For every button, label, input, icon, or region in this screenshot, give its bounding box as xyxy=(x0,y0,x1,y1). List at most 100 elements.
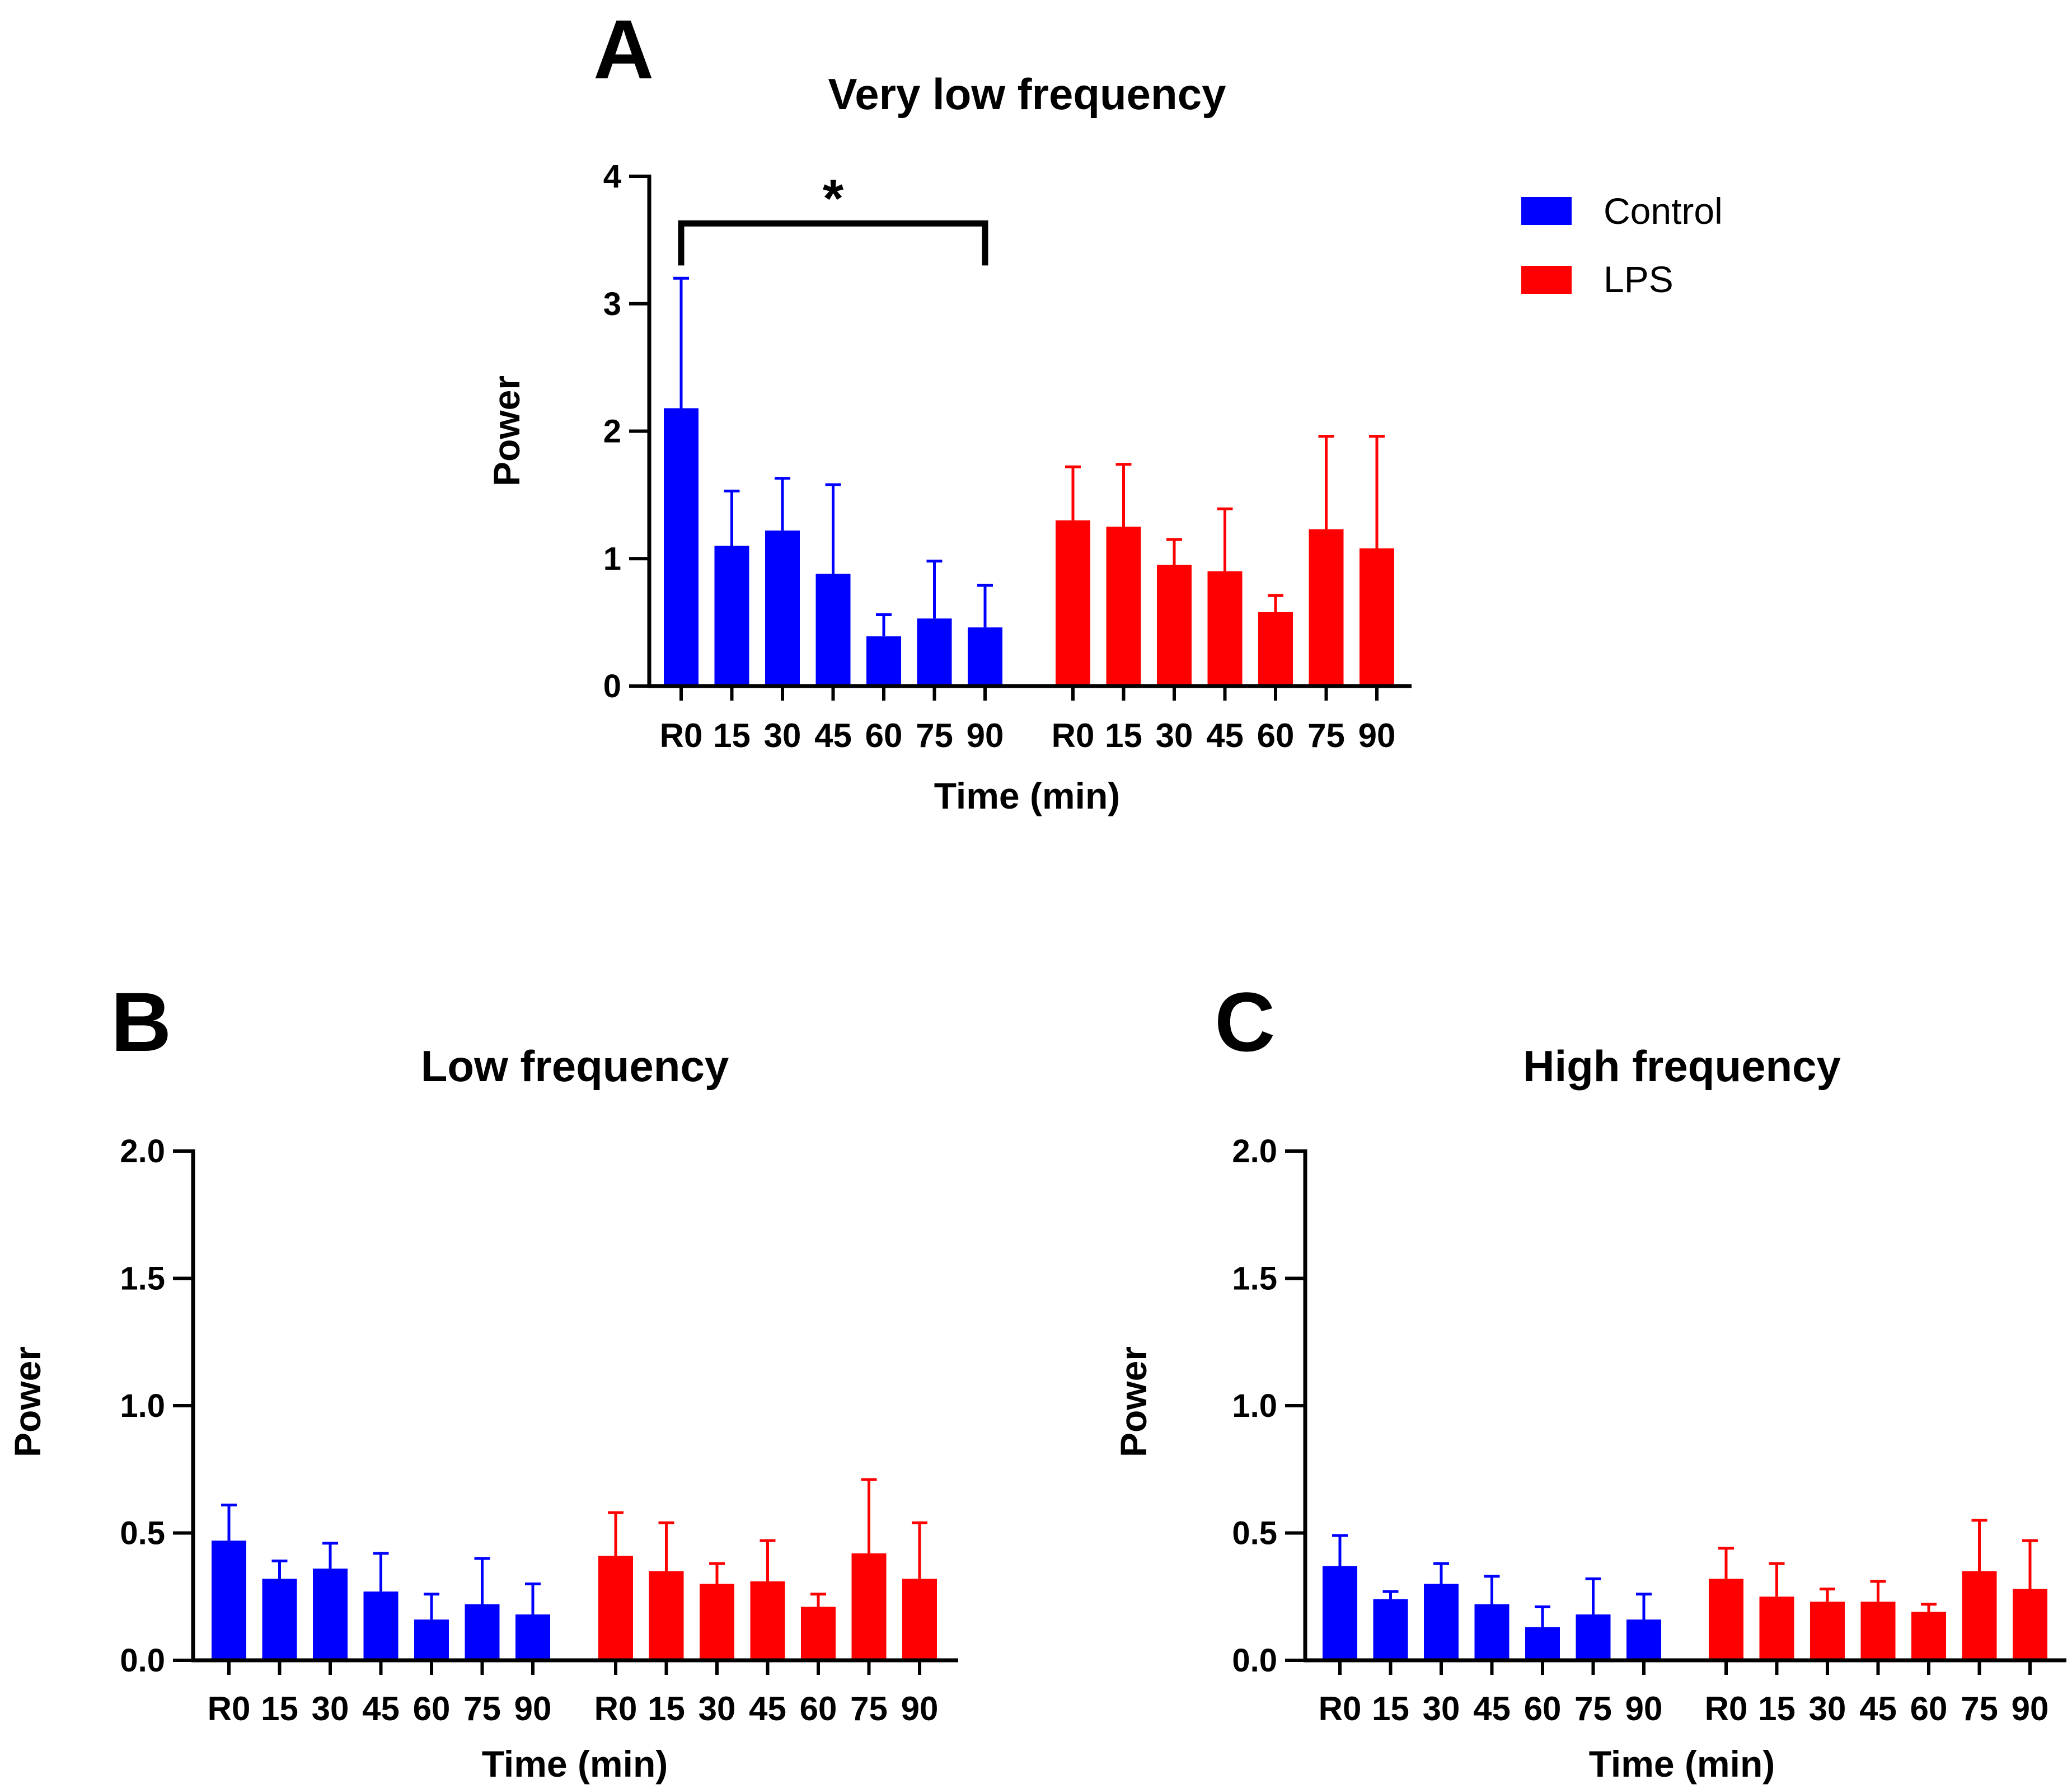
panel-c-control-bar-2 xyxy=(1424,1584,1459,1660)
panel-c-lps-bar-2 xyxy=(1810,1602,1845,1660)
panel-b-control-bar-3 xyxy=(363,1591,399,1660)
panel-a-xlabel: Time (min) xyxy=(934,775,1120,816)
panel-b-title: Low frequency xyxy=(421,1041,729,1091)
panel-c-lps-xtick-6: 90 xyxy=(2012,1690,2049,1727)
panel-a-ytick-1: 1 xyxy=(603,541,621,577)
panel-b-control-bar-0 xyxy=(212,1541,246,1660)
panel-b-ylabel: Power xyxy=(7,1346,48,1457)
panel-b-control-xtick-3: 45 xyxy=(362,1690,400,1727)
panel-a-ytick-2: 2 xyxy=(603,414,621,450)
panel-b-lps-bar-1 xyxy=(649,1571,684,1660)
panel-c-control-xtick-6: 90 xyxy=(1625,1690,1663,1727)
legend-label-lps: LPS xyxy=(1604,259,1673,300)
panel-c-lps-bar-4 xyxy=(1911,1612,1946,1660)
panel-b-lps-bar-4 xyxy=(801,1607,836,1660)
panel-c-ytick-4: 2.0 xyxy=(1232,1133,1277,1170)
panel-c-ytick-1: 0.5 xyxy=(1232,1515,1277,1552)
panel-b-lps-bar-6 xyxy=(902,1579,937,1660)
panel-b-control-xtick-0: R0 xyxy=(208,1690,251,1727)
panel-c-lps-xtick-2: 30 xyxy=(1809,1690,1846,1727)
panel-b-control-bar-4 xyxy=(414,1619,449,1660)
panel-a-lps-bar-3 xyxy=(1207,571,1243,686)
panel-a-significance-star: * xyxy=(823,168,844,228)
panel-a-control-xtick-2: 30 xyxy=(764,717,801,754)
panel-c-control-xtick-4: 60 xyxy=(1524,1690,1562,1727)
panel-b-lps-xtick-2: 30 xyxy=(699,1690,736,1727)
panel-c-control-bar-6 xyxy=(1626,1619,1661,1660)
panel-b-lps-xtick-5: 75 xyxy=(850,1690,888,1727)
panel-a-ytick-3: 3 xyxy=(603,286,621,322)
panel-c-lps-xtick-0: R0 xyxy=(1705,1690,1748,1727)
panel-b-lps-bar-5 xyxy=(851,1553,887,1660)
panel-c-lps-bar-0 xyxy=(1709,1579,1743,1660)
panel-c-control-xtick-0: R0 xyxy=(1319,1690,1362,1727)
panel-c-control-xtick-5: 75 xyxy=(1574,1690,1612,1727)
panel-c-control-xtick-3: 45 xyxy=(1473,1690,1511,1727)
panel-c-control-bar-3 xyxy=(1474,1604,1510,1660)
panel-b-lps-xtick-6: 90 xyxy=(901,1690,939,1727)
panel-c-lps-xtick-1: 15 xyxy=(1758,1690,1796,1727)
panel-a-lps-bar-1 xyxy=(1106,527,1141,686)
panel-a-lps-xtick-2: 30 xyxy=(1156,717,1193,754)
panel-c-control-bar-5 xyxy=(1576,1614,1611,1660)
panel-c-title: High frequency xyxy=(1523,1041,1841,1091)
panel-a-lps-xtick-5: 75 xyxy=(1307,717,1345,754)
legend-label-control: Control xyxy=(1604,190,1723,232)
panel-b-ytick-0: 0.0 xyxy=(120,1642,165,1679)
panel-a-lps-bar-6 xyxy=(1360,548,1394,686)
panel-b-ytick-3: 1.5 xyxy=(120,1261,165,1297)
legend: Control LPS xyxy=(1521,190,1723,300)
panel-a-control-xtick-5: 75 xyxy=(916,717,953,754)
panel-c-lps-bar-1 xyxy=(1759,1597,1794,1660)
panel-a-ytick-0: 0 xyxy=(603,668,621,705)
panel-a-control-bar-6 xyxy=(968,627,1002,686)
panel-c-lps-bar-6 xyxy=(2013,1589,2047,1660)
panel-b-control-xtick-2: 30 xyxy=(312,1690,349,1727)
panel-a-lps-xtick-0: R0 xyxy=(1052,717,1095,754)
panel-c-lps-bar-3 xyxy=(1860,1602,1896,1660)
panel-a-lps-bar-4 xyxy=(1258,612,1293,686)
panel-a-control-xtick-0: R0 xyxy=(660,717,703,754)
legend-swatch-lps xyxy=(1521,266,1572,294)
panel-a-lps-xtick-6: 90 xyxy=(1358,717,1396,754)
panel-b-control-bar-2 xyxy=(313,1569,348,1660)
panel-c-lps-xtick-5: 75 xyxy=(1961,1690,1998,1727)
panel-c-lps-xtick-4: 60 xyxy=(1910,1690,1948,1727)
panel-a-ylabel: Power xyxy=(486,375,527,486)
panel-b-lps-xtick-1: 15 xyxy=(648,1690,685,1727)
panel-c-plot: R0 15 30 45 60 75 90 R0 15 30 45 60 75 90 0.0 0.5 1.0 1.5… xyxy=(1232,1133,2066,1727)
panel-c-ylabel: Power xyxy=(1113,1346,1154,1457)
panel-a-control-xtick-4: 60 xyxy=(865,717,903,754)
panel-a-lps-xtick-4: 60 xyxy=(1257,717,1295,754)
panel-c-control-xtick-1: 15 xyxy=(1372,1690,1409,1727)
panel-b-ytick-1: 0.5 xyxy=(120,1515,165,1552)
panel-b-ytick-4: 2.0 xyxy=(120,1133,165,1170)
panel-b-control-bar-6 xyxy=(515,1614,550,1660)
panel-b-lps-xtick-0: R0 xyxy=(594,1690,637,1727)
panel-b-lps-xtick-3: 45 xyxy=(749,1690,786,1727)
panel-b-plot: R0 15 30 45 60 75 90 R0 15 30 45 60 75 90 0.0 0.5 1.0 1.5… xyxy=(120,1133,958,1727)
panel-a-lps-bar-0 xyxy=(1056,520,1090,686)
panel-a-plot: R0 15 30 45 60 75 90 R0 15 30 45 60 75 90 0 1 2 3 4 * xyxy=(603,158,1412,754)
panel-c-letter: C xyxy=(1215,975,1275,1069)
panel-a-control-xtick-3: 45 xyxy=(814,717,852,754)
panel-a-control-bar-4 xyxy=(866,636,901,686)
panel-b-lps-bar-3 xyxy=(750,1581,785,1660)
panel-c-lps-xtick-3: 45 xyxy=(1859,1690,1897,1727)
panel-a-control-bar-1 xyxy=(714,546,749,686)
legend-swatch-control xyxy=(1521,197,1572,225)
panel-c-control-bar-1 xyxy=(1373,1599,1408,1660)
panel-a-lps-xtick-1: 15 xyxy=(1105,717,1142,754)
panel-a-control-bar-2 xyxy=(765,530,800,686)
panel-a-control-bar-5 xyxy=(917,618,952,686)
panel-b-lps-bar-0 xyxy=(598,1556,633,1660)
panel-b-xlabel: Time (min) xyxy=(482,1743,668,1785)
panel-a-lps-xtick-3: 45 xyxy=(1206,717,1244,754)
panel-c-control-bar-4 xyxy=(1525,1627,1560,1660)
panel-a-ytick-4: 4 xyxy=(603,158,621,195)
panel-b-control-bar-5 xyxy=(465,1604,500,1660)
panel-c-lps-bar-5 xyxy=(1962,1571,1997,1660)
panel-b-control-xtick-5: 75 xyxy=(463,1690,501,1727)
panel-a-significance-bracket xyxy=(678,220,988,266)
